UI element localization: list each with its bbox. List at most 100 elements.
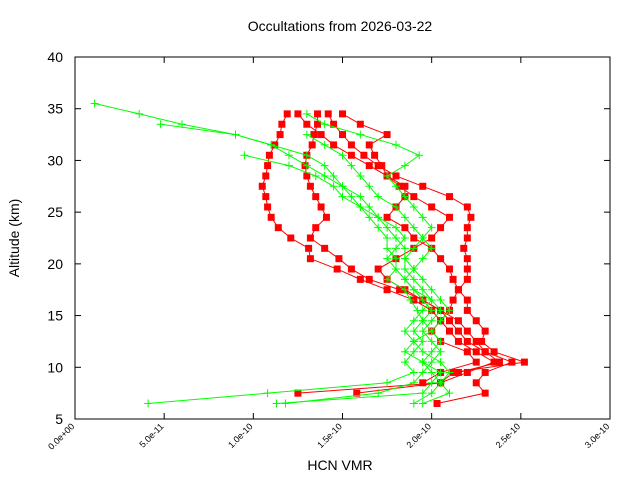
data-point-square <box>287 234 295 242</box>
data-point-plus <box>445 368 454 377</box>
data-point-square <box>262 193 270 201</box>
data-point-plus <box>392 234 400 242</box>
data-point-square <box>472 348 480 356</box>
data-point-square <box>306 234 314 242</box>
data-point-square <box>490 358 498 366</box>
y-axis-label: Altitude (km) <box>6 199 22 278</box>
data-point-square <box>481 348 489 356</box>
data-point-square <box>508 358 516 366</box>
data-point-square <box>278 120 286 128</box>
data-point-plus <box>418 327 427 336</box>
data-point-square <box>463 348 471 356</box>
data-point-plus <box>285 151 293 160</box>
data-point-square <box>463 275 471 283</box>
data-point-plus <box>383 378 392 387</box>
data-point-plus <box>383 234 392 242</box>
data-point-square <box>472 337 480 345</box>
data-point-square <box>365 162 373 170</box>
data-point-square <box>437 224 445 232</box>
profile-line <box>160 123 451 404</box>
data-point-plus <box>409 244 418 253</box>
data-point-square <box>454 368 462 376</box>
data-point-plus <box>281 399 290 408</box>
data-point-plus <box>427 378 436 387</box>
data-point-plus <box>383 223 392 232</box>
data-point-plus <box>400 265 409 274</box>
data-point-plus <box>418 234 427 242</box>
profile-series <box>258 110 498 397</box>
data-point-plus <box>320 171 329 180</box>
data-point-plus <box>383 171 392 180</box>
data-point-square <box>322 213 330 221</box>
data-point-plus <box>436 337 445 346</box>
data-point-plus <box>418 285 427 294</box>
data-point-square <box>314 110 322 118</box>
data-point-square <box>356 275 364 283</box>
data-point-plus <box>302 151 311 160</box>
data-point-square <box>264 162 272 170</box>
data-point-plus <box>392 244 400 253</box>
data-point-square <box>463 203 471 211</box>
data-point-square <box>449 296 457 304</box>
data-point-square <box>294 389 302 397</box>
data-point-plus <box>374 223 383 232</box>
data-point-plus <box>418 399 427 408</box>
data-point-plus <box>445 306 454 315</box>
profile-line <box>94 103 424 404</box>
data-point-square <box>308 141 316 149</box>
data-point-plus <box>231 130 240 139</box>
data-point-square <box>463 337 471 345</box>
data-point-plus <box>406 296 415 305</box>
data-point-square <box>481 327 489 335</box>
data-point-square <box>303 172 311 180</box>
data-point-square <box>472 358 480 366</box>
data-point-square <box>258 182 266 190</box>
data-point-plus <box>400 244 409 253</box>
data-point-plus <box>409 368 418 377</box>
data-point-plus <box>374 192 383 201</box>
data-point-plus <box>400 347 409 356</box>
profile-series <box>90 99 427 408</box>
data-point-plus <box>409 399 418 408</box>
data-point-square <box>410 234 418 242</box>
data-point-plus <box>427 316 436 325</box>
data-point-square <box>481 368 489 376</box>
data-point-square <box>454 317 462 325</box>
data-point-plus <box>400 275 409 284</box>
data-point-square <box>335 255 343 263</box>
data-point-plus <box>383 244 392 253</box>
data-point-plus <box>356 202 365 211</box>
data-point-square <box>305 244 313 252</box>
data-point-square <box>333 265 341 273</box>
data-point-square <box>378 162 386 170</box>
data-point-plus <box>418 389 427 398</box>
data-point-plus <box>436 358 445 367</box>
data-point-plus <box>392 265 400 274</box>
profile-series <box>302 130 454 408</box>
data-point-square <box>401 182 409 190</box>
data-point-square <box>454 286 462 294</box>
data-point-plus <box>392 182 400 191</box>
data-point-square <box>467 213 475 221</box>
data-point-plus <box>400 234 409 242</box>
data-point-plus <box>400 285 409 294</box>
data-point-plus <box>374 389 383 398</box>
data-point-plus <box>392 223 400 232</box>
data-point-plus <box>427 296 436 305</box>
data-point-plus <box>400 213 409 222</box>
data-point-square <box>347 141 355 149</box>
data-point-square <box>446 213 453 221</box>
data-point-square <box>446 327 453 335</box>
data-point-plus <box>356 192 365 201</box>
data-point-square <box>374 162 382 170</box>
y-tick-label: 15 <box>47 308 63 324</box>
x-tick-label: 3.0e-10 <box>583 421 612 450</box>
data-point-plus <box>267 140 276 149</box>
data-point-square <box>481 389 489 397</box>
data-point-square <box>330 120 338 128</box>
data-point-square <box>460 244 468 252</box>
data-point-square <box>365 141 373 149</box>
data-point-square <box>339 131 346 139</box>
data-point-square <box>396 286 404 294</box>
